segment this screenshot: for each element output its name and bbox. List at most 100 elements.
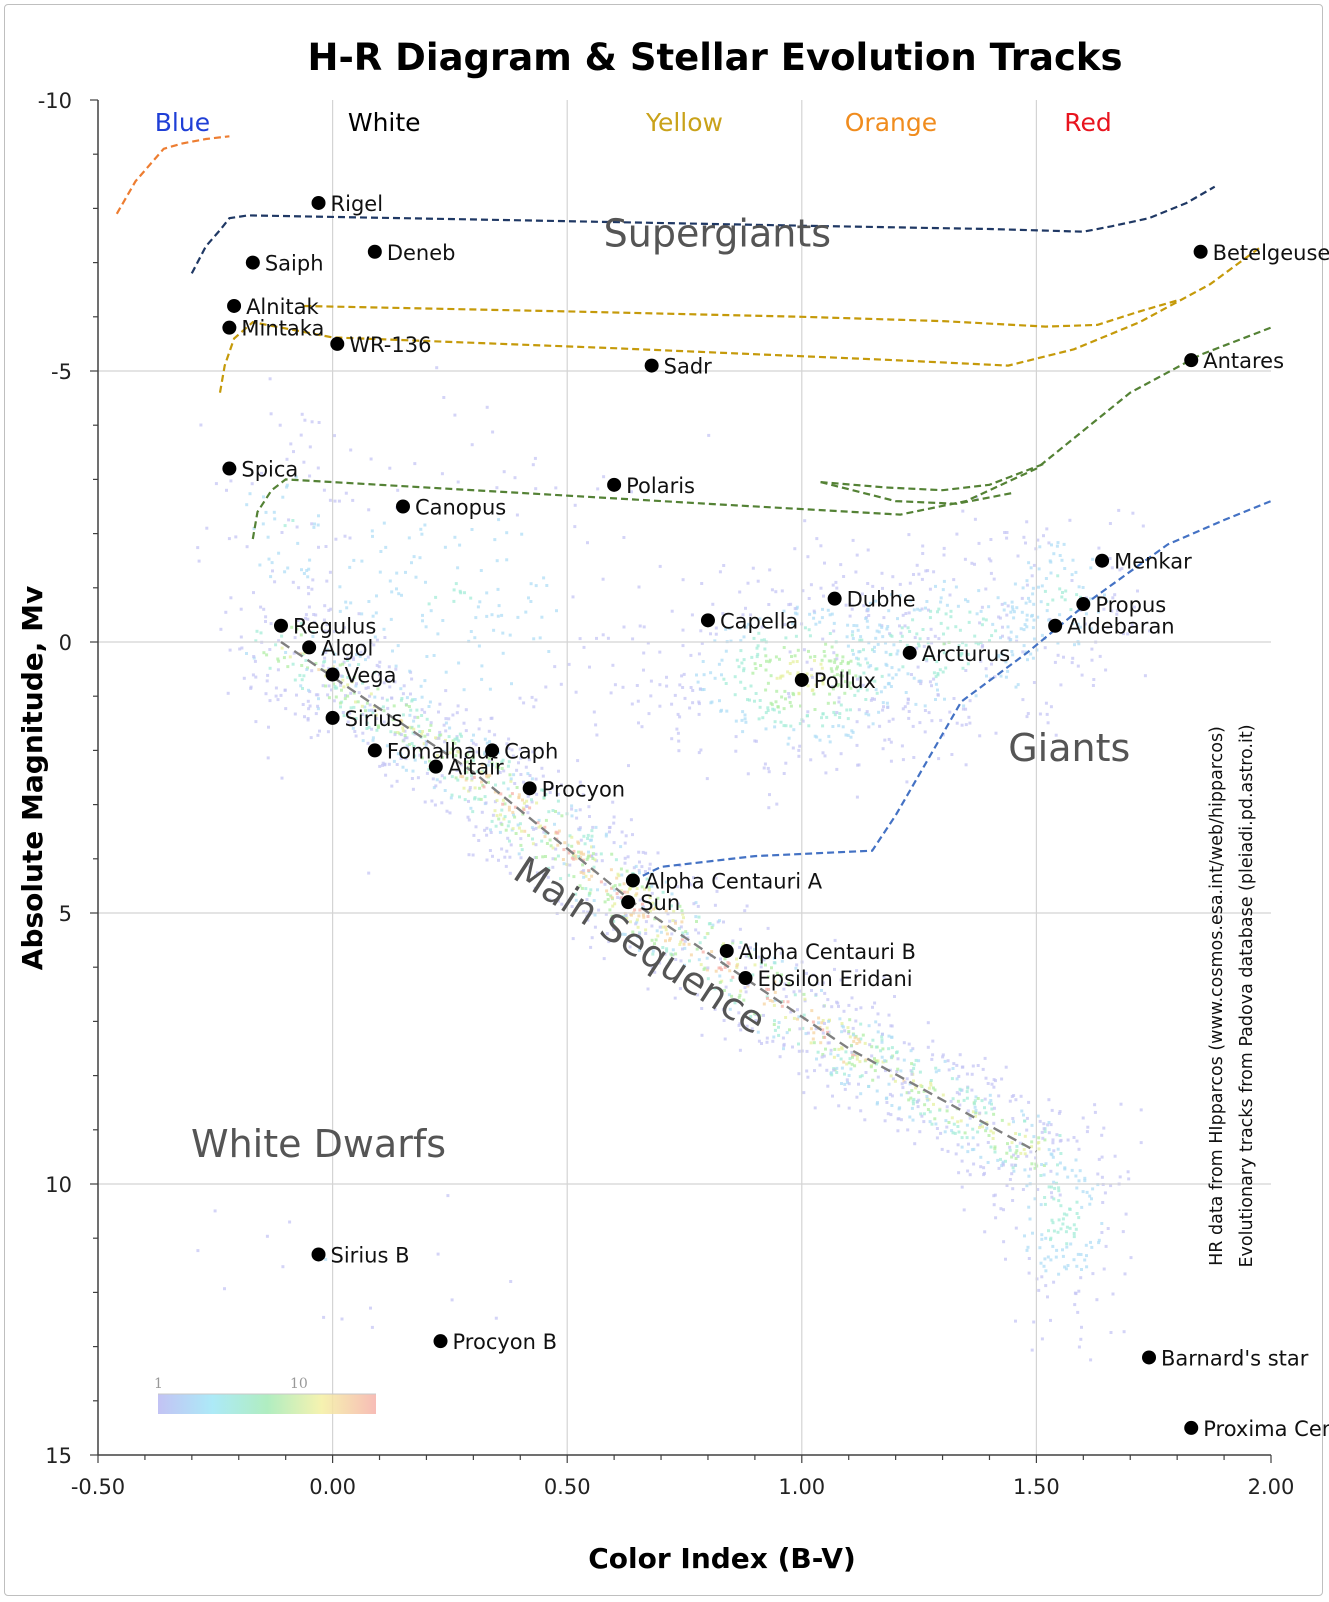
density-cell [1047, 541, 1051, 545]
density-cell [511, 827, 515, 831]
density-cell [653, 902, 657, 906]
density-cell [903, 624, 907, 628]
density-cell [1088, 1202, 1092, 1206]
density-cell [916, 665, 920, 669]
density-cell [437, 710, 440, 714]
density-cell [285, 483, 289, 487]
density-cell [544, 792, 548, 796]
density-cell [376, 687, 380, 691]
density-cell [741, 730, 745, 734]
density-cell [1045, 712, 1049, 716]
density-cell [1059, 683, 1063, 687]
density-cell [450, 1298, 454, 1302]
density-cell [390, 590, 394, 594]
density-cell [273, 580, 277, 584]
density-cell [889, 759, 893, 763]
density-cell [1049, 1318, 1052, 1322]
density-cell [812, 692, 816, 696]
density-cell [214, 482, 218, 486]
density-cell [856, 657, 860, 661]
density-cell [1010, 605, 1014, 609]
density-cell [714, 876, 718, 880]
density-cell [450, 775, 454, 779]
density-cell [859, 635, 863, 639]
density-cell [884, 662, 888, 666]
star-label: Vega [345, 664, 397, 688]
density-cell [1077, 1345, 1081, 1349]
density-cell [833, 713, 837, 717]
density-cell [377, 725, 380, 729]
density-cell [932, 570, 936, 574]
density-cell [582, 875, 586, 879]
density-cell [365, 727, 369, 730]
density-cell [364, 686, 368, 690]
density-cell [681, 578, 685, 582]
density-cell [348, 711, 352, 715]
density-cell [417, 724, 421, 728]
density-cell [738, 1048, 742, 1052]
density-cell [512, 773, 516, 777]
density-cell [395, 779, 399, 783]
density-cell [810, 674, 814, 678]
density-cell [781, 674, 785, 678]
density-cell [869, 1065, 873, 1069]
density-cell [945, 1125, 949, 1129]
density-cell [833, 1047, 837, 1051]
density-cell [835, 1071, 839, 1074]
density-cell [334, 537, 338, 541]
density-cell [961, 1065, 965, 1069]
density-cell [364, 714, 368, 718]
density-cell [410, 699, 414, 703]
density-cell [700, 1033, 704, 1037]
density-cell [903, 1080, 907, 1084]
density-cell [1088, 1194, 1092, 1198]
density-cell [488, 740, 492, 744]
density-cell [1100, 1222, 1104, 1225]
density-cell [730, 994, 734, 998]
density-cell [664, 939, 667, 943]
density-cell [317, 697, 320, 701]
density-cell [960, 1136, 964, 1140]
density-cell [1013, 582, 1017, 586]
y-tick-label: 15 [45, 1444, 72, 1468]
density-cell [698, 941, 702, 945]
density-cell [498, 830, 502, 834]
density-cell [900, 634, 904, 638]
density-cell [917, 1090, 921, 1094]
density-cell [858, 1040, 862, 1044]
density-cell [782, 1047, 785, 1051]
density-cell [850, 1062, 854, 1066]
density-cell [937, 757, 941, 761]
density-cell [980, 1121, 984, 1125]
density-cell [782, 1044, 786, 1048]
density-cell [367, 600, 371, 603]
color-band-label: Orange [845, 108, 937, 137]
density-cell [610, 914, 614, 918]
density-cell [832, 701, 836, 705]
density-cell [1045, 609, 1049, 613]
density-cell [1027, 1100, 1031, 1104]
density-cell [1024, 601, 1028, 605]
star-label: Betelgeuse [1213, 241, 1329, 265]
density-cell [738, 945, 742, 949]
density-cell [793, 547, 797, 551]
density-cell [847, 1003, 851, 1007]
density-cell [491, 430, 495, 434]
density-cell [789, 704, 793, 708]
density-cell [526, 794, 530, 798]
density-cell [823, 991, 827, 995]
density-cell [828, 613, 832, 617]
density-cell [344, 694, 347, 698]
density-cell [327, 696, 331, 700]
density-cell [762, 1013, 765, 1017]
density-cell [1079, 1276, 1083, 1280]
density-cell [560, 783, 563, 787]
density-cell [1084, 612, 1088, 616]
density-cell [340, 688, 343, 692]
density-cell [1059, 1152, 1063, 1155]
density-cell [518, 822, 522, 826]
density-cell [1061, 1254, 1065, 1258]
density-cell [875, 691, 879, 695]
density-cell [457, 750, 461, 754]
density-cell [620, 896, 624, 900]
